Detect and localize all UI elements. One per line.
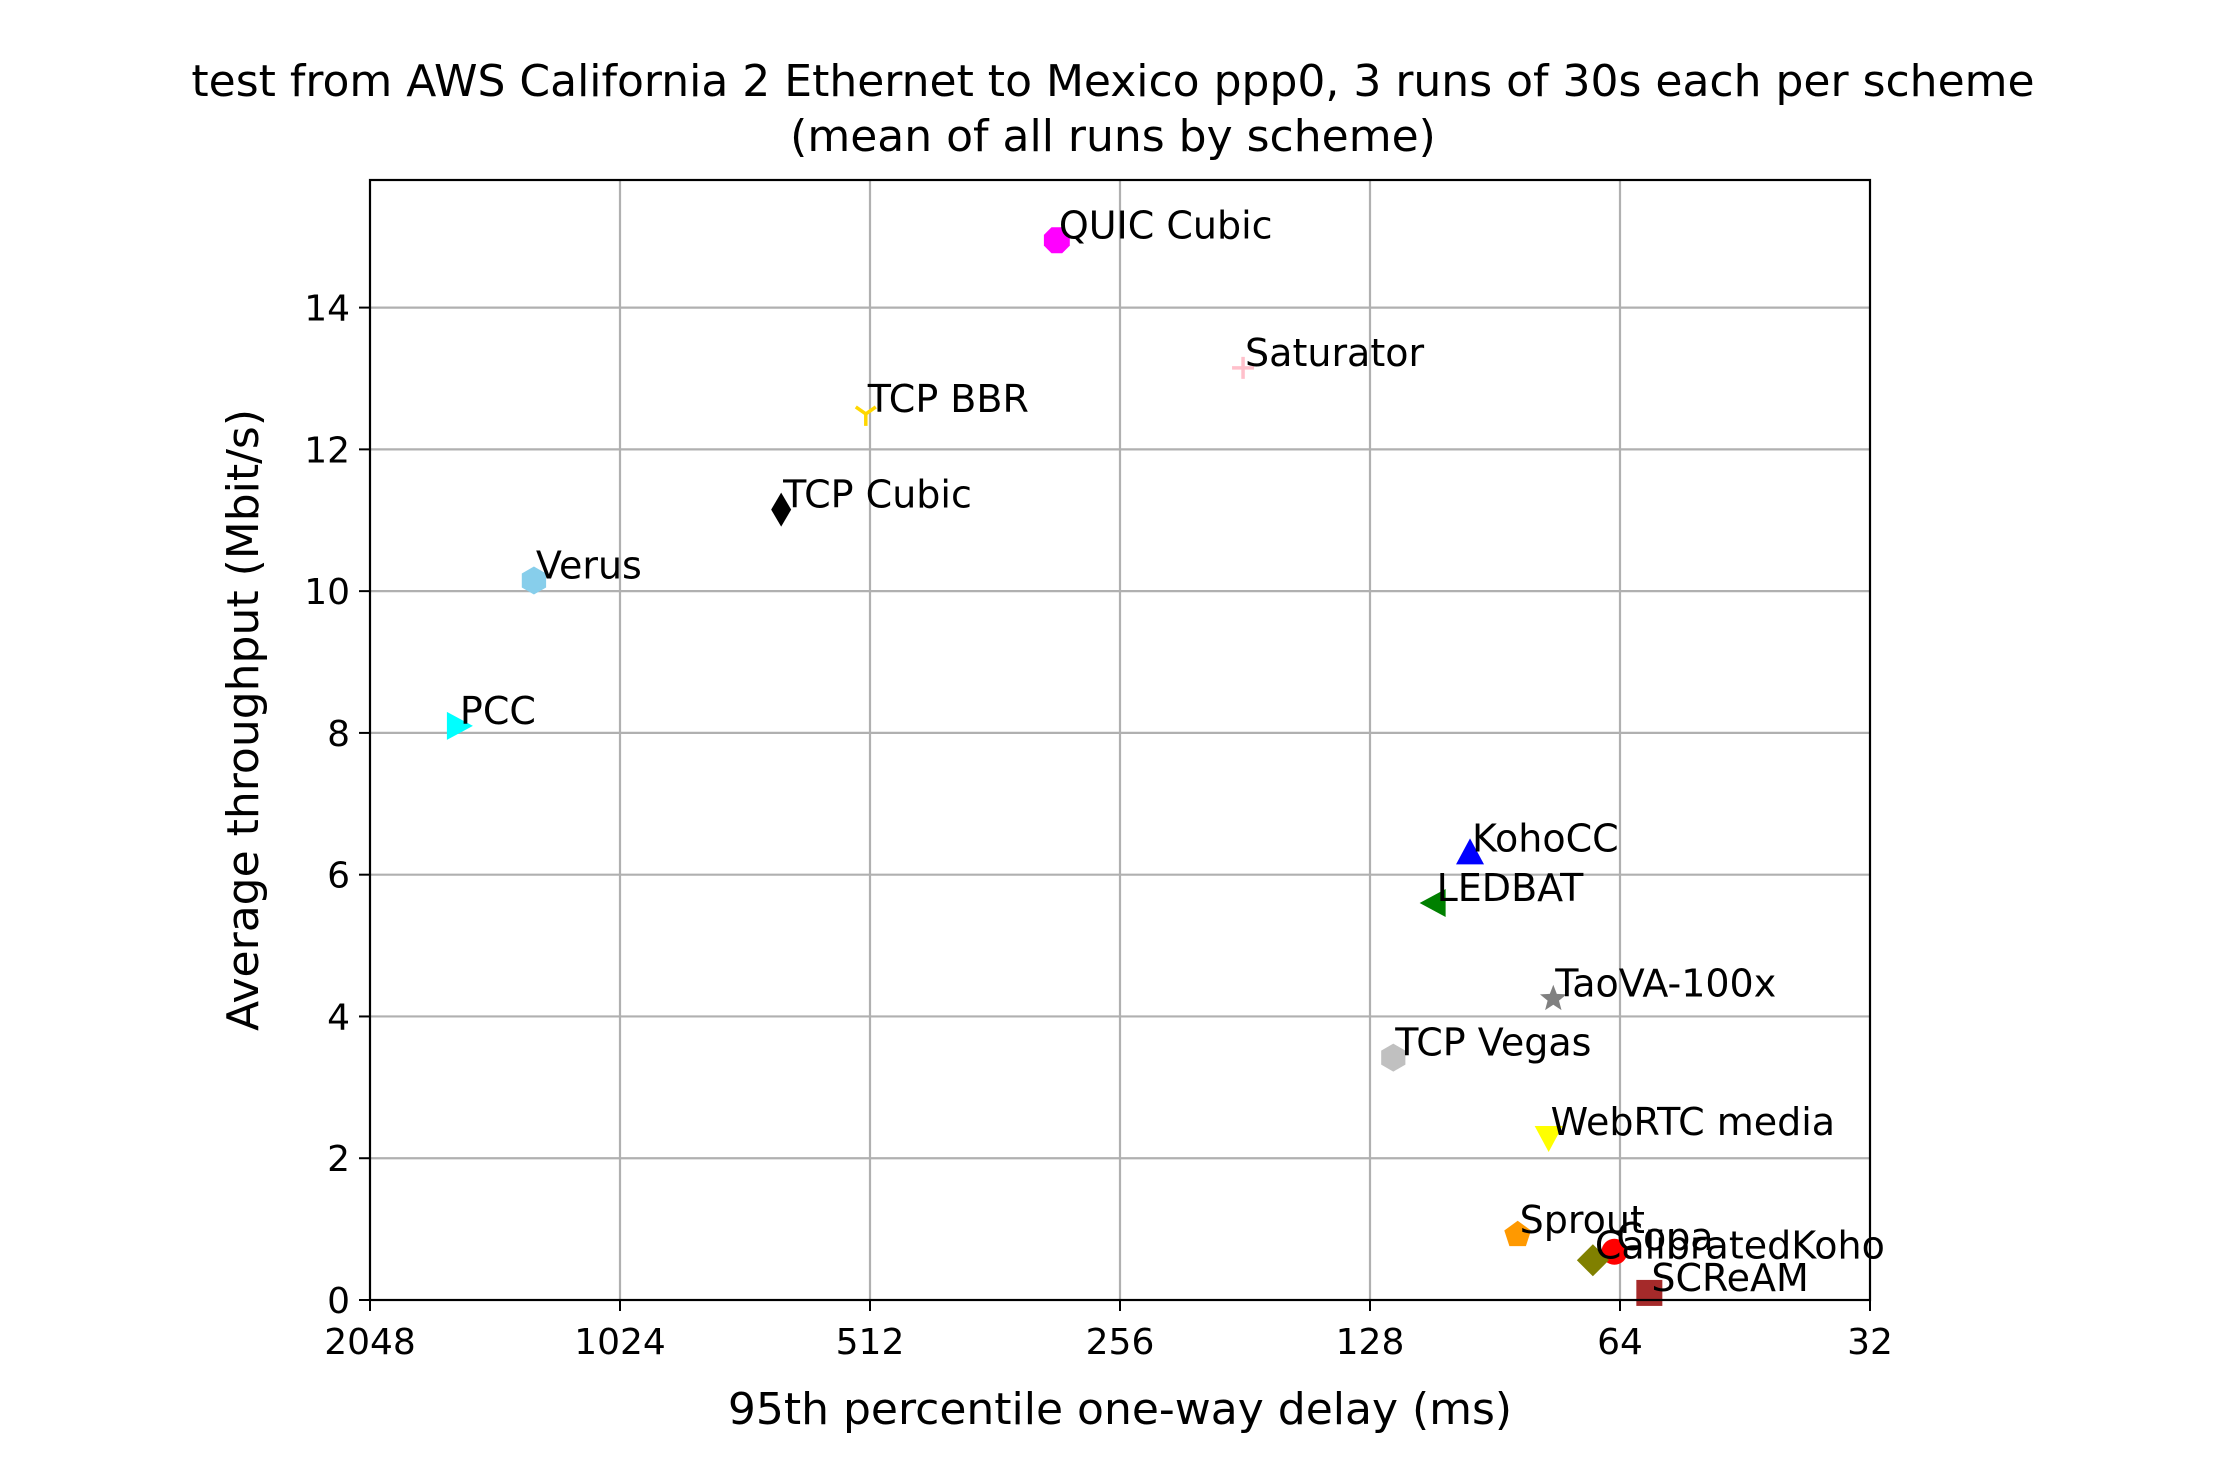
y-tick-label: 14 — [304, 289, 350, 330]
marker-sprout — [1504, 1220, 1531, 1247]
marker-verus — [521, 566, 547, 595]
x-tick-label: 128 — [1336, 1322, 1405, 1363]
data-label-scream: SCReAM — [1651, 1256, 1809, 1300]
grid — [370, 180, 1870, 1300]
marker-kohocc — [1456, 838, 1485, 865]
x-tick-label: 32 — [1847, 1322, 1893, 1363]
chart-title: test from AWS California 2 Ethernet to M… — [191, 56, 2034, 107]
y-tick-label: 6 — [327, 856, 350, 897]
data-label-pcc: PCC — [460, 689, 536, 733]
x-tick-label: 1024 — [574, 1322, 666, 1363]
chart-subtitle: (mean of all runs by scheme) — [790, 111, 1436, 162]
data-label-taova-100x: TaoVA-100x — [1554, 962, 1776, 1006]
plot-frame — [368, 178, 1872, 1302]
x-tick-label: 256 — [1086, 1322, 1155, 1363]
data-label-kohocc: KohoCC — [1472, 816, 1619, 860]
y-tick-label: 0 — [327, 1281, 350, 1322]
y-tick-label: 12 — [304, 430, 350, 471]
data-labels: QUIC Cubic Saturator TCP BBR TCP Cubic Verus… — [460, 203, 1885, 1300]
x-axis-label: 95th percentile one-way delay (ms) — [728, 1384, 1512, 1435]
y-axis-label: Average throughput (Mbit/s) — [218, 409, 269, 1031]
x-tick-label: 64 — [1597, 1322, 1643, 1363]
data-label-sprout: Sprout — [1520, 1198, 1645, 1242]
data-label-calibratedkoho: CalibratedKoho — [1595, 1223, 1885, 1267]
marker-tcp-cubic — [771, 492, 792, 527]
marker-taova-100x — [1540, 984, 1567, 1011]
marker-quic-cubic — [1043, 227, 1070, 254]
marker-scream — [1636, 1279, 1663, 1306]
data-label-copa: Copa — [1616, 1215, 1713, 1259]
marker-tcp-vegas — [1381, 1043, 1406, 1072]
y-tick-label: 10 — [304, 572, 350, 613]
marker-webrtc-media — [1534, 1125, 1563, 1152]
marker-saturator — [1232, 356, 1255, 379]
marker-tcp-bbr — [854, 405, 877, 426]
axis-ticks: 2048 1024 512 256 128 64 32 0 2 4 6 8 10 12 14 — [304, 289, 1893, 1363]
data-label-tcp-vegas: TCP Vegas — [1394, 1021, 1591, 1065]
x-tick-label: 512 — [836, 1322, 905, 1363]
data-label-saturator: Saturator — [1245, 331, 1424, 375]
x-tick-label: 2048 — [324, 1322, 416, 1363]
y-tick-label: 2 — [327, 1139, 350, 1180]
data-label-tcp-bbr: TCP BBR — [867, 377, 1029, 421]
data-points — [446, 227, 1663, 1306]
data-label-webrtc-media: WebRTC media — [1551, 1100, 1835, 1144]
y-tick-label: 8 — [327, 714, 350, 755]
marker-copa — [1601, 1238, 1628, 1265]
marker-ledbat — [1419, 889, 1446, 918]
y-tick-label: 4 — [327, 997, 350, 1038]
data-label-ledbat: LEDBAT — [1437, 866, 1585, 910]
data-label-quic-cubic: QUIC Cubic — [1059, 203, 1273, 247]
data-label-verus: Verus — [536, 544, 642, 588]
data-label-tcp-cubic: TCP Cubic — [782, 473, 972, 517]
marker-pcc — [446, 711, 473, 740]
marker-calibratedkoho — [1576, 1244, 1609, 1277]
